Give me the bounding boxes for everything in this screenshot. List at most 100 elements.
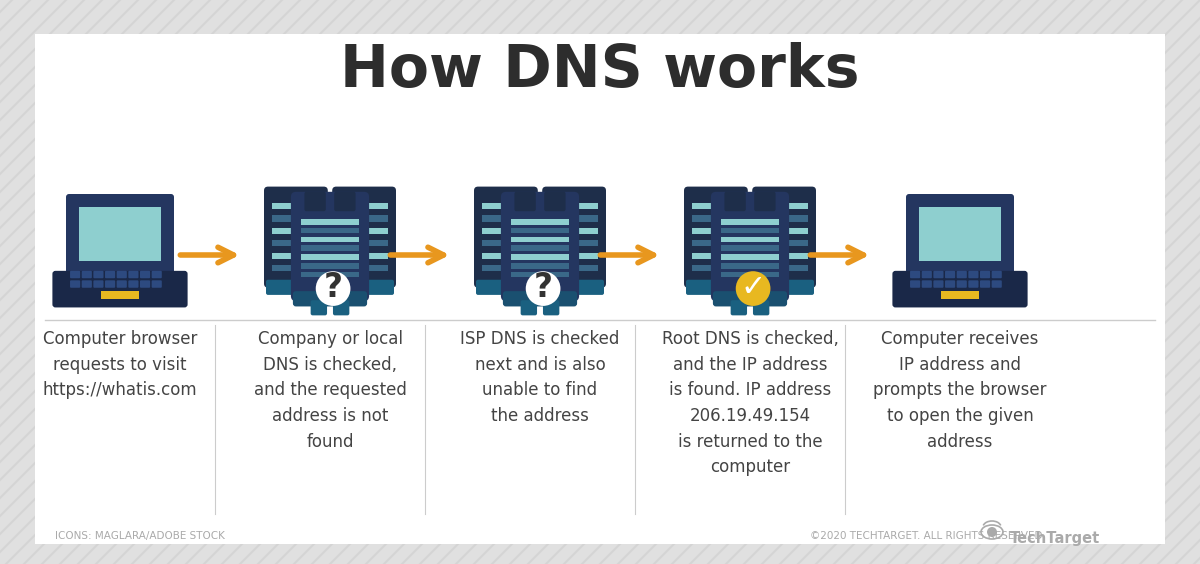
FancyBboxPatch shape bbox=[335, 280, 394, 295]
FancyBboxPatch shape bbox=[116, 280, 127, 288]
Circle shape bbox=[736, 271, 770, 306]
FancyBboxPatch shape bbox=[79, 206, 161, 261]
FancyBboxPatch shape bbox=[482, 215, 529, 222]
FancyBboxPatch shape bbox=[922, 271, 932, 278]
FancyBboxPatch shape bbox=[301, 219, 359, 224]
FancyBboxPatch shape bbox=[542, 300, 559, 315]
FancyBboxPatch shape bbox=[128, 271, 138, 278]
FancyBboxPatch shape bbox=[272, 253, 319, 259]
FancyBboxPatch shape bbox=[713, 291, 787, 306]
FancyBboxPatch shape bbox=[761, 228, 808, 234]
FancyBboxPatch shape bbox=[956, 271, 967, 278]
Circle shape bbox=[986, 527, 997, 537]
FancyBboxPatch shape bbox=[116, 271, 127, 278]
FancyBboxPatch shape bbox=[752, 187, 816, 288]
FancyBboxPatch shape bbox=[511, 219, 569, 224]
FancyBboxPatch shape bbox=[521, 300, 538, 315]
FancyBboxPatch shape bbox=[66, 194, 174, 275]
FancyBboxPatch shape bbox=[980, 271, 990, 278]
Text: Computer browser
requests to visit
https://whatis.com: Computer browser requests to visit https… bbox=[43, 330, 197, 399]
FancyBboxPatch shape bbox=[305, 192, 326, 211]
Text: How DNS works: How DNS works bbox=[341, 42, 859, 99]
FancyBboxPatch shape bbox=[721, 272, 779, 277]
FancyBboxPatch shape bbox=[692, 203, 739, 209]
FancyBboxPatch shape bbox=[755, 192, 775, 211]
Text: ©2020 TECHTARGET. ALL RIGHTS RESERVED: ©2020 TECHTARGET. ALL RIGHTS RESERVED bbox=[810, 531, 1043, 541]
FancyBboxPatch shape bbox=[94, 280, 103, 288]
FancyBboxPatch shape bbox=[511, 245, 569, 251]
FancyBboxPatch shape bbox=[968, 271, 978, 278]
FancyBboxPatch shape bbox=[511, 228, 569, 233]
FancyBboxPatch shape bbox=[551, 253, 598, 259]
FancyBboxPatch shape bbox=[551, 203, 598, 209]
FancyBboxPatch shape bbox=[301, 228, 359, 233]
FancyBboxPatch shape bbox=[334, 192, 355, 211]
Text: Computer receives
IP address and
prompts the browser
to open the given
address: Computer receives IP address and prompts… bbox=[874, 330, 1046, 451]
FancyBboxPatch shape bbox=[941, 291, 979, 299]
FancyBboxPatch shape bbox=[94, 271, 103, 278]
FancyBboxPatch shape bbox=[341, 215, 388, 222]
FancyBboxPatch shape bbox=[761, 203, 808, 209]
FancyBboxPatch shape bbox=[511, 272, 569, 277]
FancyBboxPatch shape bbox=[934, 280, 943, 288]
FancyBboxPatch shape bbox=[332, 300, 349, 315]
FancyBboxPatch shape bbox=[551, 265, 598, 271]
FancyBboxPatch shape bbox=[692, 253, 739, 259]
FancyBboxPatch shape bbox=[301, 263, 359, 268]
FancyBboxPatch shape bbox=[482, 253, 529, 259]
FancyBboxPatch shape bbox=[70, 271, 80, 278]
FancyBboxPatch shape bbox=[101, 291, 139, 299]
FancyBboxPatch shape bbox=[731, 300, 748, 315]
FancyBboxPatch shape bbox=[761, 265, 808, 271]
FancyBboxPatch shape bbox=[272, 203, 319, 209]
FancyBboxPatch shape bbox=[290, 192, 370, 301]
FancyBboxPatch shape bbox=[919, 206, 1001, 261]
FancyBboxPatch shape bbox=[946, 280, 955, 288]
FancyBboxPatch shape bbox=[476, 280, 535, 295]
FancyBboxPatch shape bbox=[692, 240, 739, 246]
FancyBboxPatch shape bbox=[721, 219, 779, 224]
FancyBboxPatch shape bbox=[542, 187, 606, 288]
FancyBboxPatch shape bbox=[266, 280, 326, 295]
FancyBboxPatch shape bbox=[752, 300, 769, 315]
FancyBboxPatch shape bbox=[511, 254, 569, 260]
FancyBboxPatch shape bbox=[725, 192, 746, 211]
FancyBboxPatch shape bbox=[301, 254, 359, 260]
FancyBboxPatch shape bbox=[721, 237, 779, 243]
Text: Root DNS is checked,
and the IP address
is found. IP address
206.19.49.154
is re: Root DNS is checked, and the IP address … bbox=[661, 330, 839, 477]
FancyBboxPatch shape bbox=[474, 187, 538, 288]
FancyBboxPatch shape bbox=[272, 265, 319, 271]
FancyBboxPatch shape bbox=[482, 265, 529, 271]
Text: Company or local
DNS is checked,
and the requested
address is not
found: Company or local DNS is checked, and the… bbox=[253, 330, 407, 451]
FancyBboxPatch shape bbox=[692, 228, 739, 234]
Text: ISP DNS is checked
next and is also
unable to find
the address: ISP DNS is checked next and is also unab… bbox=[461, 330, 619, 425]
FancyBboxPatch shape bbox=[500, 192, 580, 301]
FancyBboxPatch shape bbox=[906, 194, 1014, 275]
FancyBboxPatch shape bbox=[35, 34, 1165, 544]
FancyBboxPatch shape bbox=[106, 271, 115, 278]
FancyBboxPatch shape bbox=[128, 280, 138, 288]
FancyBboxPatch shape bbox=[503, 291, 577, 306]
FancyBboxPatch shape bbox=[761, 240, 808, 246]
Text: ?: ? bbox=[324, 271, 343, 304]
FancyBboxPatch shape bbox=[755, 280, 814, 295]
FancyBboxPatch shape bbox=[106, 280, 115, 288]
FancyBboxPatch shape bbox=[140, 280, 150, 288]
FancyBboxPatch shape bbox=[991, 271, 1002, 278]
FancyBboxPatch shape bbox=[272, 240, 319, 246]
FancyBboxPatch shape bbox=[341, 203, 388, 209]
FancyBboxPatch shape bbox=[551, 240, 598, 246]
FancyBboxPatch shape bbox=[761, 253, 808, 259]
Text: ?: ? bbox=[534, 271, 553, 304]
FancyBboxPatch shape bbox=[761, 215, 808, 222]
FancyBboxPatch shape bbox=[980, 280, 990, 288]
FancyBboxPatch shape bbox=[311, 300, 328, 315]
FancyBboxPatch shape bbox=[341, 228, 388, 234]
FancyBboxPatch shape bbox=[272, 215, 319, 222]
FancyBboxPatch shape bbox=[151, 280, 162, 288]
FancyBboxPatch shape bbox=[684, 187, 748, 288]
FancyBboxPatch shape bbox=[482, 203, 529, 209]
FancyBboxPatch shape bbox=[692, 265, 739, 271]
FancyBboxPatch shape bbox=[293, 291, 367, 306]
Text: ✓: ✓ bbox=[740, 273, 766, 302]
